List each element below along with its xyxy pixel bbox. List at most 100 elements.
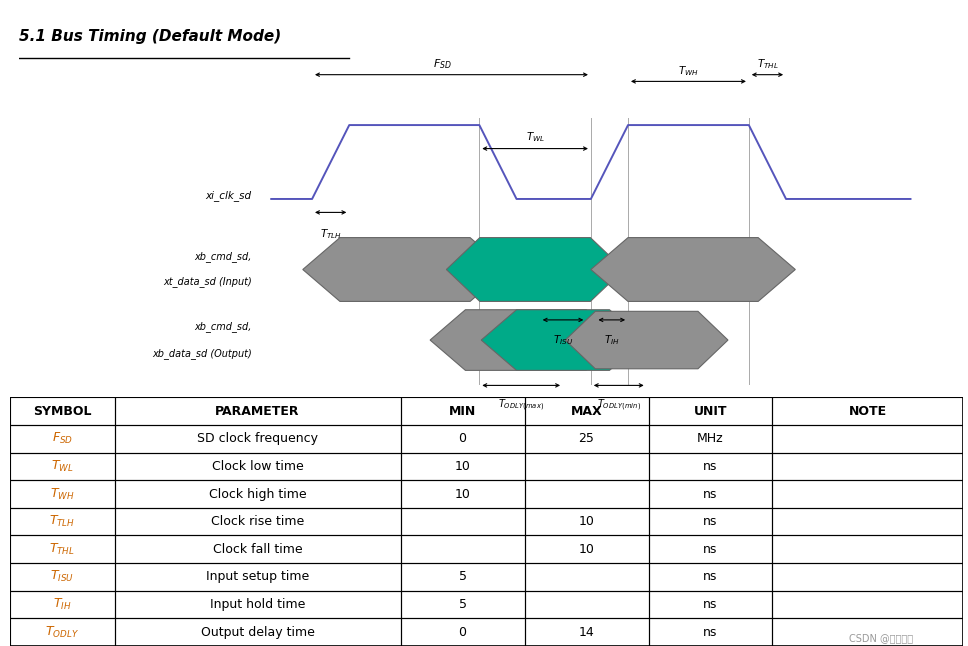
- Bar: [10, 425, 114, 453]
- Bar: [772, 590, 963, 618]
- Bar: [10, 480, 114, 508]
- Text: $T_{IH}$: $T_{IH}$: [604, 333, 620, 347]
- Text: 5.1 Bus Timing (Default Mode): 5.1 Bus Timing (Default Mode): [19, 28, 282, 44]
- Bar: [649, 536, 772, 563]
- Bar: [401, 508, 525, 536]
- Bar: [114, 618, 401, 646]
- Text: MAX: MAX: [571, 404, 602, 417]
- Bar: [649, 590, 772, 618]
- Bar: [114, 508, 401, 536]
- Text: PARAMETER: PARAMETER: [215, 404, 300, 417]
- Text: $T_{ISU}$: $T_{ISU}$: [50, 569, 75, 585]
- Bar: [649, 508, 772, 536]
- Text: Input setup time: Input setup time: [206, 570, 309, 583]
- Bar: [114, 425, 401, 453]
- Bar: [772, 480, 963, 508]
- Text: xb_cmd_sd,: xb_cmd_sd,: [195, 321, 252, 332]
- Text: ns: ns: [704, 460, 717, 473]
- Bar: [649, 453, 772, 480]
- Text: CSDN @去追远风: CSDN @去追远风: [849, 633, 913, 643]
- Text: xb_data_sd (Output): xb_data_sd (Output): [152, 348, 252, 359]
- Text: 5: 5: [459, 598, 467, 611]
- Text: MHz: MHz: [697, 432, 724, 445]
- Bar: [525, 590, 649, 618]
- Bar: [649, 425, 772, 453]
- Bar: [10, 536, 114, 563]
- Text: $T_{WH}$: $T_{WH}$: [49, 486, 75, 501]
- Polygon shape: [430, 309, 621, 370]
- Text: $T_{IH}$: $T_{IH}$: [53, 597, 72, 612]
- Bar: [649, 563, 772, 590]
- Bar: [525, 536, 649, 563]
- Bar: [525, 618, 649, 646]
- Text: SD clock frequency: SD clock frequency: [197, 432, 318, 445]
- Text: $T_{ODLY(min)}$: $T_{ODLY(min)}$: [596, 397, 641, 413]
- Text: $F_{SD}$: $F_{SD}$: [433, 57, 452, 71]
- Text: ns: ns: [704, 626, 717, 639]
- Text: 0: 0: [459, 626, 467, 639]
- Bar: [114, 453, 401, 480]
- Bar: [401, 480, 525, 508]
- Text: $T_{ODLY(max)}$: $T_{ODLY(max)}$: [499, 397, 544, 413]
- Bar: [772, 425, 963, 453]
- Bar: [525, 453, 649, 480]
- Polygon shape: [565, 311, 728, 369]
- Polygon shape: [303, 238, 507, 302]
- Text: xi_clk_sd: xi_clk_sd: [205, 190, 252, 201]
- Bar: [525, 563, 649, 590]
- Text: SYMBOL: SYMBOL: [33, 404, 91, 417]
- Text: Clock rise time: Clock rise time: [211, 515, 304, 528]
- Bar: [772, 563, 963, 590]
- Bar: [649, 480, 772, 508]
- Bar: [10, 508, 114, 536]
- Text: NOTE: NOTE: [849, 404, 887, 417]
- Text: Clock low time: Clock low time: [212, 460, 303, 473]
- Text: $T_{ODLY}$: $T_{ODLY}$: [45, 625, 79, 640]
- Text: ns: ns: [704, 543, 717, 556]
- Text: $T_{ISU}$: $T_{ISU}$: [553, 333, 573, 347]
- Text: UNIT: UNIT: [694, 404, 727, 417]
- Bar: [114, 480, 401, 508]
- Bar: [772, 453, 963, 480]
- Text: 14: 14: [579, 626, 594, 639]
- Text: $F_{SD}$: $F_{SD}$: [51, 431, 73, 446]
- Text: 0: 0: [459, 432, 467, 445]
- Bar: [401, 563, 525, 590]
- Text: Clock high time: Clock high time: [209, 488, 307, 501]
- Text: MIN: MIN: [449, 404, 476, 417]
- Text: ns: ns: [704, 488, 717, 501]
- Bar: [401, 453, 525, 480]
- Bar: [772, 397, 963, 425]
- Bar: [525, 508, 649, 536]
- Text: 10: 10: [455, 460, 470, 473]
- Text: 25: 25: [579, 432, 594, 445]
- Text: $T_{WL}$: $T_{WL}$: [50, 459, 74, 474]
- Bar: [114, 590, 401, 618]
- Text: $T_{TLH}$: $T_{TLH}$: [49, 514, 76, 529]
- Bar: [401, 618, 525, 646]
- Bar: [525, 425, 649, 453]
- Text: ns: ns: [704, 570, 717, 583]
- Bar: [401, 425, 525, 453]
- Text: xt_data_sd (Input): xt_data_sd (Input): [163, 276, 252, 287]
- Polygon shape: [481, 309, 645, 370]
- Text: Clock fall time: Clock fall time: [213, 543, 302, 556]
- Text: xb_cmd_sd,: xb_cmd_sd,: [195, 251, 252, 262]
- Text: $T_{THL}$: $T_{THL}$: [757, 57, 778, 71]
- Text: ns: ns: [704, 515, 717, 528]
- Text: 10: 10: [455, 488, 470, 501]
- Bar: [10, 618, 114, 646]
- Bar: [114, 397, 401, 425]
- Bar: [401, 590, 525, 618]
- Text: 10: 10: [579, 515, 594, 528]
- Bar: [114, 563, 401, 590]
- Bar: [772, 536, 963, 563]
- Text: $T_{WL}$: $T_{WL}$: [526, 130, 545, 143]
- Bar: [772, 618, 963, 646]
- Polygon shape: [590, 238, 796, 302]
- Bar: [10, 563, 114, 590]
- Bar: [649, 618, 772, 646]
- Bar: [114, 536, 401, 563]
- Text: $T_{THL}$: $T_{THL}$: [49, 542, 76, 557]
- Bar: [10, 590, 114, 618]
